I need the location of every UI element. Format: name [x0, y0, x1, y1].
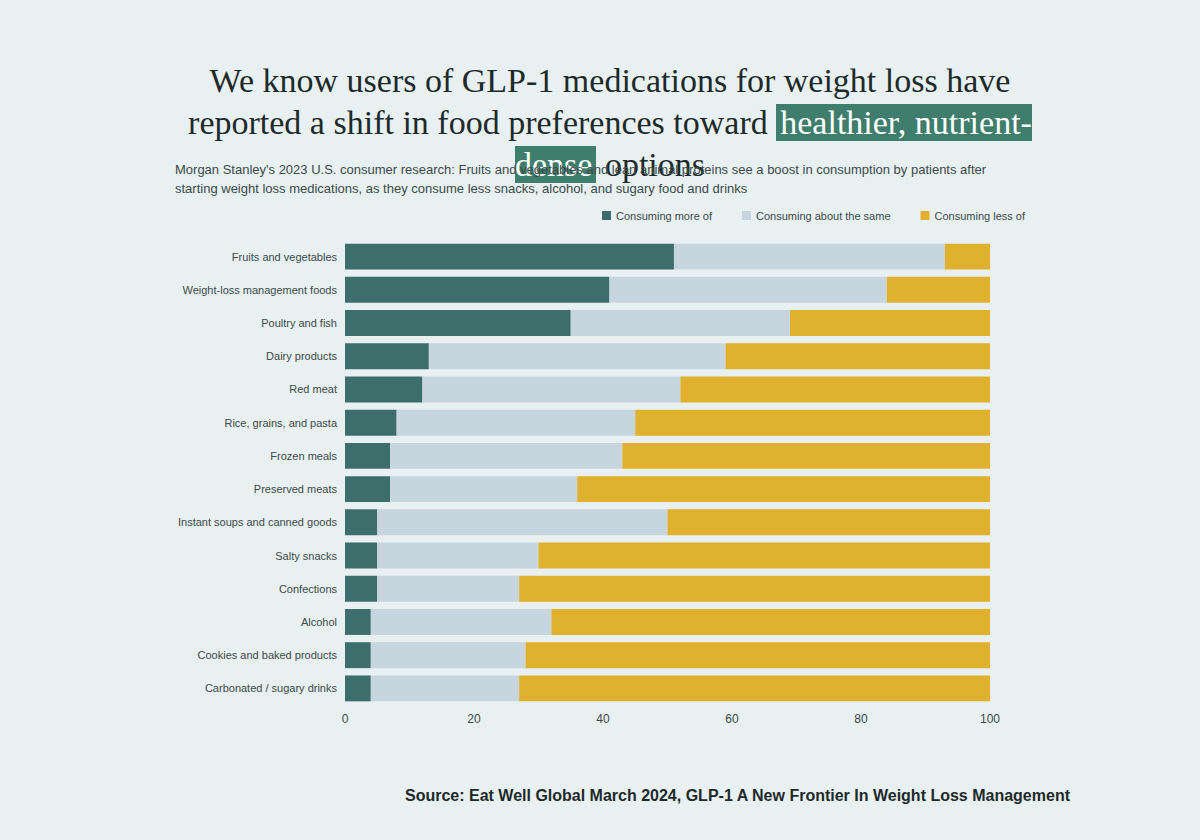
svg-text:Poultry and fish: Poultry and fish [261, 317, 337, 329]
svg-text:Cookies and baked products: Cookies and baked products [198, 649, 338, 661]
svg-text:20: 20 [467, 712, 481, 726]
html-text:We know users of GLP-1 medicat: We know users of GLP-1 medications for w… [188, 62, 1032, 183]
html-text:Morgan Stanley's 2023 U.S. con: Morgan Stanley's 2023 U.S. consumer rese… [175, 162, 987, 196]
svg-text:Rice, grains, and pasta: Rice, grains, and pasta [224, 417, 337, 429]
svg-text:Fruits and vegetables: Fruits and vegetables [232, 251, 338, 263]
svg-text:100: 100 [980, 712, 1000, 726]
svg-text:Confections: Confections [279, 583, 338, 595]
svg-text:Consuming about the same: Consuming about the same [756, 210, 891, 222]
svg-text:60: 60 [725, 712, 739, 726]
svg-text:Carbonated / sugary drinks: Carbonated / sugary drinks [205, 682, 338, 694]
svg-text:40: 40 [596, 712, 610, 726]
svg-text:0: 0 [342, 712, 349, 726]
svg-text:Preserved meats: Preserved meats [254, 483, 338, 495]
svg-text:Frozen meals: Frozen meals [270, 450, 337, 462]
svg-text:Consuming more of: Consuming more of [616, 210, 713, 222]
svg-text:Red meat: Red meat [289, 383, 337, 395]
svg-text:Salty snacks: Salty snacks [275, 550, 337, 562]
svg-text:Weight-loss management foods: Weight-loss management foods [183, 284, 338, 296]
svg-text:Alcohol: Alcohol [301, 616, 337, 628]
svg-text:80: 80 [854, 712, 868, 726]
html-text:Source: Eat Well Global March: Source: Eat Well Global March 2024, GLP-… [405, 787, 1070, 804]
svg-text:Instant soups and canned goods: Instant soups and canned goods [178, 516, 338, 528]
svg-text:Consuming less of: Consuming less of [935, 210, 1026, 222]
svg-text:Dairy products: Dairy products [266, 350, 337, 362]
